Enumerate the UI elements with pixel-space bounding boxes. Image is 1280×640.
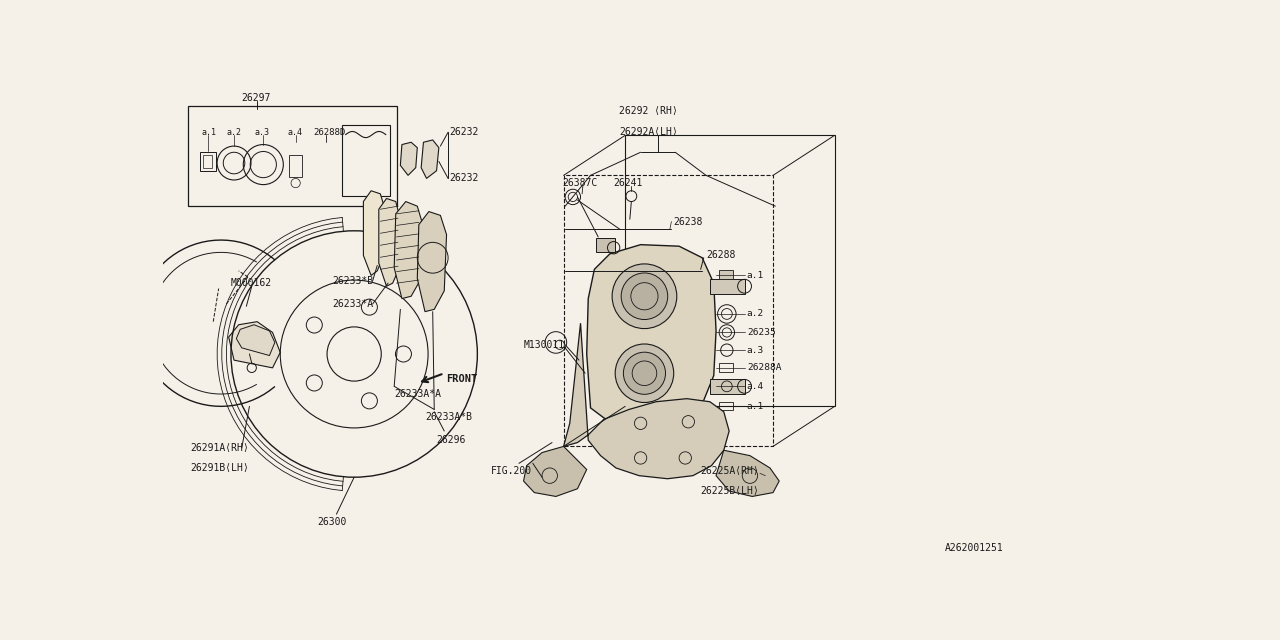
Text: 26233*B: 26233*B <box>333 276 374 286</box>
Text: M000162: M000162 <box>230 278 273 288</box>
Text: a.3: a.3 <box>746 346 764 355</box>
Text: a.4: a.4 <box>288 128 303 137</box>
Text: 26232: 26232 <box>449 173 479 184</box>
Polygon shape <box>524 447 586 497</box>
Text: FIG.200: FIG.200 <box>490 466 531 476</box>
Text: 26233A*B: 26233A*B <box>425 412 472 422</box>
Text: a.3: a.3 <box>253 128 269 137</box>
Circle shape <box>616 344 673 403</box>
Text: a.2: a.2 <box>227 128 242 137</box>
Bar <box>188 106 397 206</box>
Bar <box>719 270 733 279</box>
Text: 26238: 26238 <box>673 216 703 227</box>
Bar <box>719 364 733 372</box>
Bar <box>719 402 733 410</box>
Polygon shape <box>563 323 730 479</box>
Text: a.1: a.1 <box>746 271 764 280</box>
Bar <box>625 135 835 406</box>
Circle shape <box>621 273 668 319</box>
Text: M130011: M130011 <box>524 340 564 349</box>
Circle shape <box>612 264 677 328</box>
Bar <box>710 278 745 294</box>
Polygon shape <box>716 451 780 497</box>
Text: 26291B⟨LH⟩: 26291B⟨LH⟩ <box>191 463 248 473</box>
Text: a.1: a.1 <box>746 402 764 411</box>
Text: 26235: 26235 <box>746 328 776 337</box>
Polygon shape <box>421 140 439 179</box>
Polygon shape <box>394 202 424 298</box>
Text: 26387C: 26387C <box>562 178 598 188</box>
Polygon shape <box>237 324 275 356</box>
Text: a.2: a.2 <box>746 310 764 319</box>
Text: 26296: 26296 <box>436 435 466 445</box>
Text: 26225B⟨LH⟩: 26225B⟨LH⟩ <box>700 486 759 496</box>
Text: a.1: a.1 <box>202 128 216 137</box>
Text: 26233*A: 26233*A <box>333 299 374 309</box>
Text: 26233A*A: 26233A*A <box>394 389 442 399</box>
Text: 26292 ⟨RH⟩: 26292 ⟨RH⟩ <box>620 106 678 116</box>
Text: a.4: a.4 <box>746 382 764 391</box>
Text: 26232: 26232 <box>449 127 479 137</box>
Polygon shape <box>401 142 417 175</box>
Polygon shape <box>364 191 385 275</box>
Text: 26297: 26297 <box>242 93 271 103</box>
Polygon shape <box>586 244 716 425</box>
Circle shape <box>623 352 666 394</box>
Polygon shape <box>229 322 280 368</box>
Polygon shape <box>417 212 447 312</box>
Text: FRONT: FRONT <box>447 374 477 383</box>
Text: 26292A⟨LH⟩: 26292A⟨LH⟩ <box>620 127 678 137</box>
Text: A262001251: A262001251 <box>945 543 1004 553</box>
Text: 26225A⟨RH⟩: 26225A⟨RH⟩ <box>700 466 759 476</box>
Bar <box>563 175 773 447</box>
Polygon shape <box>379 198 401 286</box>
Text: 26288A: 26288A <box>746 364 781 372</box>
Bar <box>342 125 389 196</box>
Bar <box>596 239 616 252</box>
Bar <box>710 379 745 394</box>
Bar <box>289 156 302 177</box>
Bar <box>204 156 212 168</box>
Text: 26241: 26241 <box>613 178 643 188</box>
Text: 26300: 26300 <box>317 517 347 527</box>
Text: 26291A⟨RH⟩: 26291A⟨RH⟩ <box>191 443 248 453</box>
Text: 26288D: 26288D <box>314 128 346 137</box>
Text: 26288: 26288 <box>707 250 736 260</box>
